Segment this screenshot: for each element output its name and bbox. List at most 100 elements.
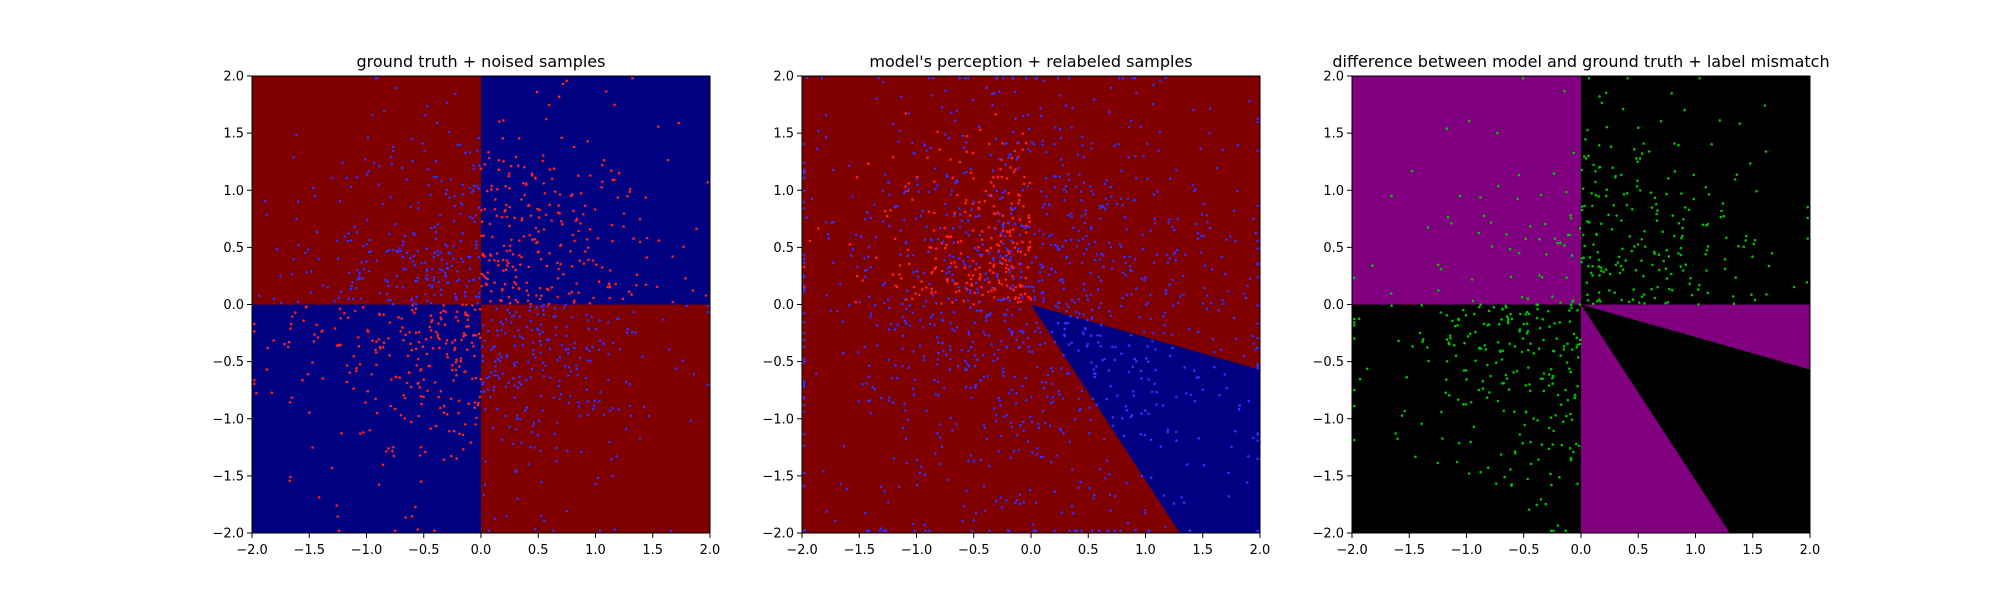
scatter-point	[1692, 173, 1695, 177]
scatter-point	[857, 400, 860, 403]
scatter-point	[978, 266, 981, 269]
scatter-point	[928, 246, 931, 249]
scatter-point	[1503, 475, 1506, 479]
scatter-point	[1182, 274, 1185, 278]
scatter-point	[421, 142, 424, 145]
scatter-point	[1583, 244, 1586, 248]
scatter-point	[959, 252, 963, 255]
scatter-point	[1058, 94, 1062, 97]
scatter-point	[1647, 150, 1651, 153]
scatter-point	[985, 313, 989, 317]
scatter-point	[409, 205, 412, 209]
scatter-point	[1146, 177, 1149, 181]
scatter-point	[434, 424, 438, 428]
scatter-point	[999, 167, 1002, 171]
scatter-point	[474, 246, 478, 250]
scatter-point	[945, 213, 948, 217]
scatter-point	[916, 183, 919, 186]
scatter-point	[475, 184, 479, 188]
scatter-point	[968, 288, 972, 292]
scatter-point	[336, 515, 340, 518]
scatter-point	[815, 372, 818, 375]
scatter-point	[967, 219, 970, 222]
scatter-point	[1070, 126, 1073, 129]
scatter-point	[1018, 308, 1021, 311]
scatter-point	[931, 294, 935, 297]
scatter-point	[611, 239, 614, 243]
scatter-point	[993, 407, 996, 410]
scatter-point	[1141, 233, 1144, 237]
scatter-point	[436, 249, 439, 253]
scatter-point	[963, 263, 966, 266]
scatter-point	[1153, 382, 1156, 386]
scatter-point	[1060, 277, 1064, 281]
scatter-point	[1589, 271, 1593, 275]
scatter-point	[975, 262, 978, 266]
scatter-point	[480, 209, 483, 212]
scatter-point	[1167, 221, 1170, 224]
scatter-point	[428, 284, 431, 287]
scatter-point	[315, 323, 319, 327]
scatter-point	[1677, 222, 1681, 225]
scatter-point	[504, 331, 507, 335]
scatter-point	[1563, 89, 1566, 93]
scatter-point	[965, 281, 968, 285]
scatter-point	[911, 198, 914, 202]
scatter-point	[1120, 169, 1123, 173]
scatter-point	[1538, 274, 1541, 277]
scatter-point	[1092, 98, 1096, 101]
scatter-point	[979, 276, 982, 279]
scatter-point	[501, 372, 504, 375]
scatter-point	[1053, 142, 1056, 146]
scatter-point	[401, 243, 405, 247]
scatter-point	[465, 348, 469, 352]
scatter-point	[999, 234, 1002, 237]
scatter-point	[937, 394, 940, 397]
scatter-point	[931, 313, 935, 317]
scatter-point	[1744, 239, 1747, 242]
scatter-point	[1028, 181, 1032, 185]
scatter-point	[881, 283, 884, 287]
scatter-point	[1021, 384, 1024, 388]
scatter-point	[901, 315, 904, 319]
scatter-point	[533, 237, 537, 241]
scatter-point	[577, 229, 580, 233]
scatter-point	[900, 302, 904, 306]
scatter-point	[459, 357, 463, 360]
scatter-point	[1223, 373, 1227, 376]
scatter-point	[515, 414, 519, 418]
scatter-point	[520, 219, 524, 222]
scatter-point	[955, 423, 958, 426]
scatter-point	[803, 404, 806, 407]
scatter-point	[1028, 220, 1032, 223]
scatter-point	[347, 271, 351, 275]
scatter-point	[1041, 300, 1045, 303]
scatter-point	[1718, 119, 1722, 122]
scatter-point	[1390, 292, 1393, 295]
scatter-point	[1677, 143, 1680, 147]
scatter-point	[405, 251, 409, 255]
scatter-point	[1569, 458, 1573, 462]
x-tick-label: −1.5	[843, 543, 875, 558]
scatter-point	[1656, 209, 1659, 212]
scatter-point	[1007, 221, 1011, 224]
scatter-point	[1058, 279, 1062, 282]
scatter-point	[353, 309, 357, 313]
scatter-point	[958, 289, 961, 293]
scatter-point	[875, 256, 878, 259]
scatter-point	[927, 190, 931, 194]
scatter-point	[416, 276, 420, 280]
scatter-point	[1510, 317, 1514, 321]
scatter-point	[1111, 416, 1115, 419]
scatter-point	[1684, 263, 1687, 267]
scatter-point	[489, 253, 492, 256]
scatter-point	[1044, 150, 1048, 154]
scatter-point	[967, 234, 970, 237]
scatter-point	[1535, 316, 1539, 320]
scatter-point	[1004, 278, 1008, 281]
scatter-point	[943, 258, 946, 262]
scatter-point	[614, 282, 617, 286]
scatter-point	[994, 227, 997, 231]
scatter-point	[588, 301, 592, 305]
scatter-point	[560, 220, 563, 223]
